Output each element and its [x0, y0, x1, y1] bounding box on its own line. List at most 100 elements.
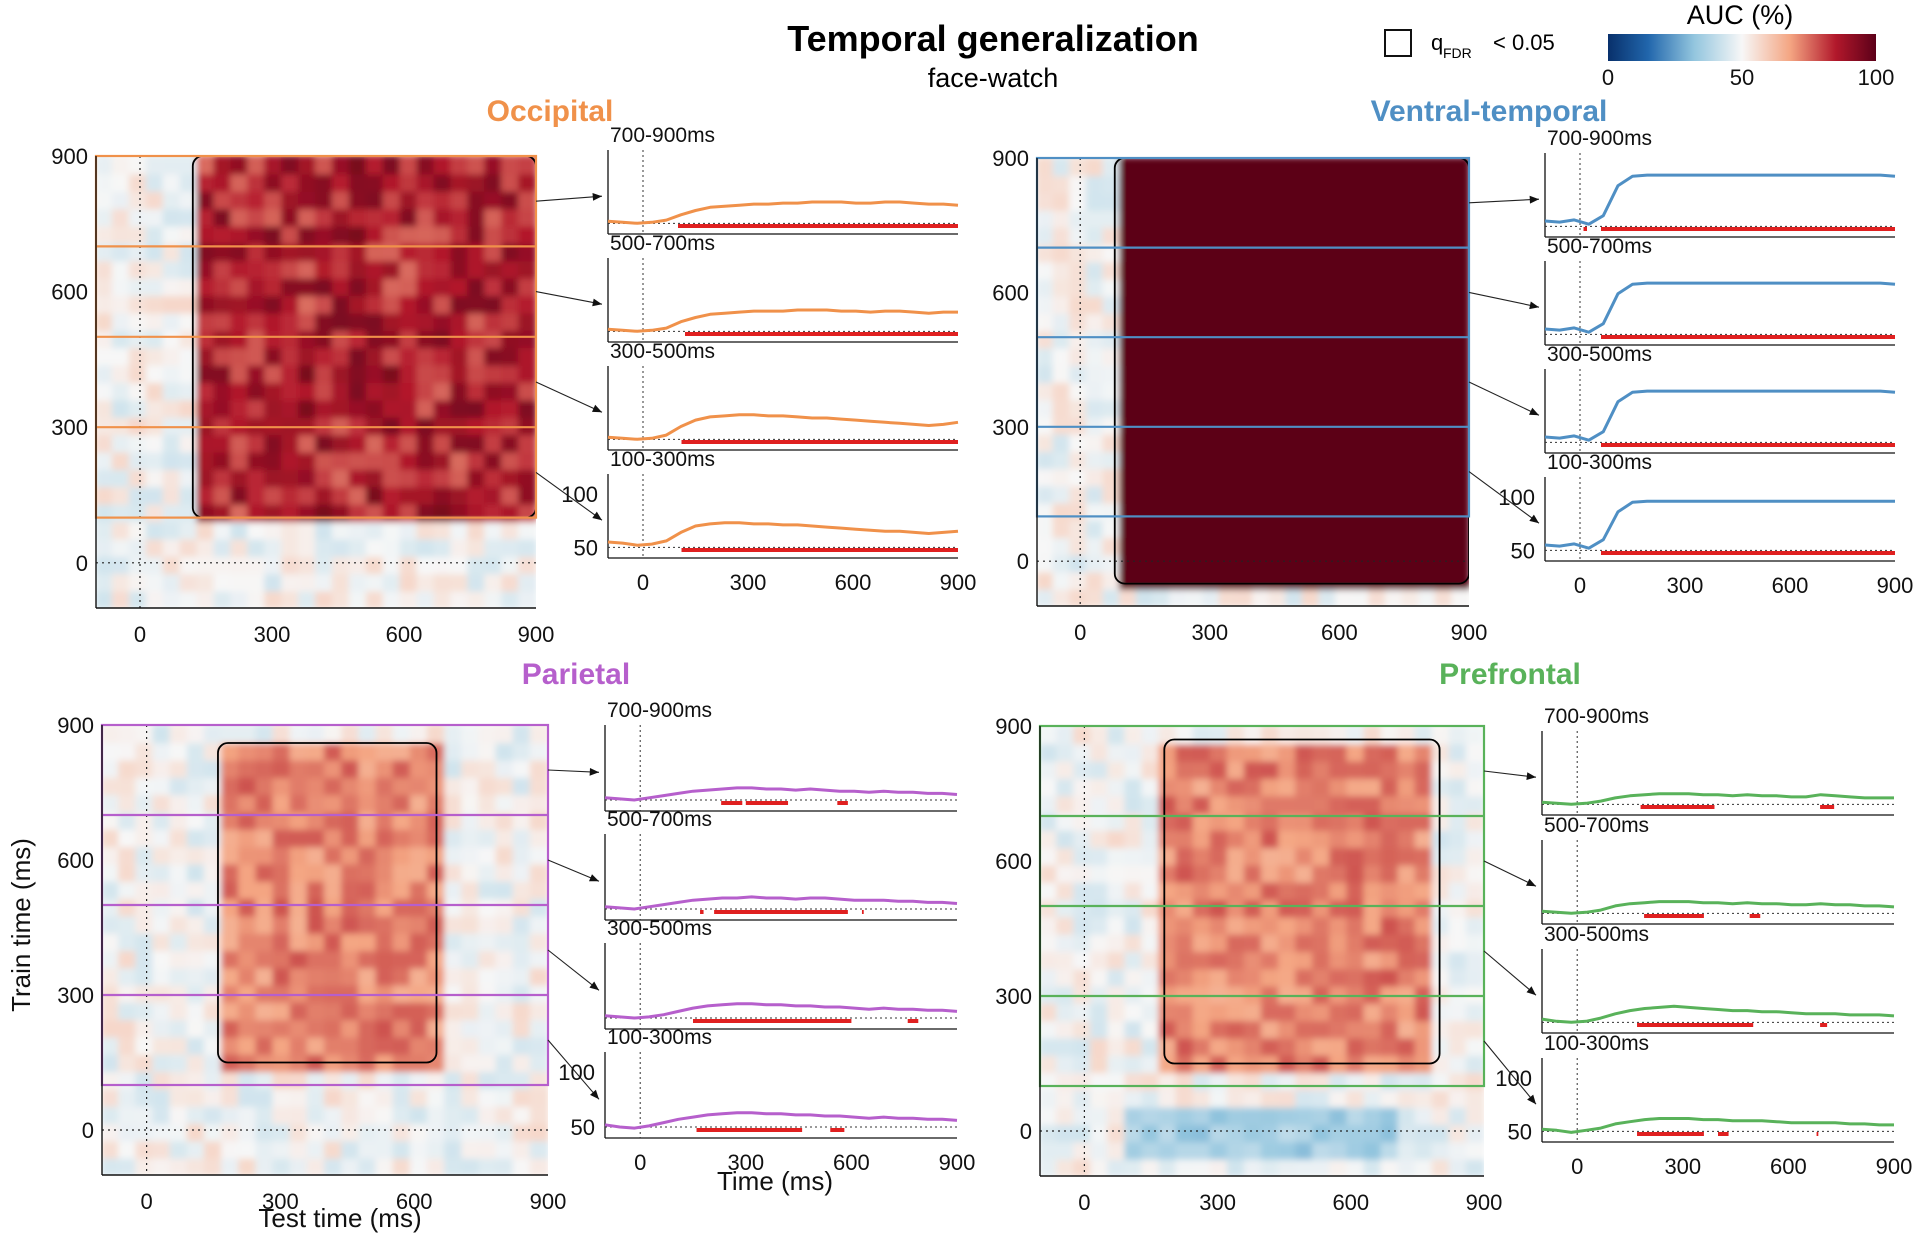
line-x-axis-label: Time (ms) [717, 1166, 833, 1196]
colorbar-title: AUC (%) [1687, 0, 1794, 30]
parietal-heatmap [102, 725, 548, 1175]
occipital-panel: Occipital 0 300 600 900 0 300 600 900 700-900ms 50… [51, 95, 976, 647]
parietal-band-plot: 100-300ms 0 300 600 900 50 100 [547, 1026, 975, 1175]
occipital-line-xtick: 900 [940, 570, 977, 595]
prefrontal-band-label: 300-500ms [1544, 923, 1649, 946]
significance-legend-threshold: < 0.05 [1493, 30, 1555, 55]
colorbar-tick-100: 100 [1858, 65, 1895, 90]
ventral_temporal-xtick: 0 [1074, 620, 1086, 645]
parietal-arrowhead-icon [589, 981, 599, 991]
prefrontal-auc-curve [1541, 900, 1895, 915]
ventral_temporal-band-arrow [1468, 198, 1540, 204]
parietal-line-xtick: 600 [833, 1150, 870, 1175]
ventral_temporal-arrowhead-icon [1529, 195, 1539, 204]
occipital-line-xtick: 600 [835, 570, 872, 595]
prefrontal-significance-contour [1163, 738, 1441, 1065]
ventral_temporal-auc-curve [1544, 173, 1896, 226]
prefrontal-panel: Prefrontal 0 300 600 900 0 300 600 900 700-900ms 5… [995, 658, 1912, 1215]
prefrontal-line-ytick: 100 [1495, 1066, 1532, 1091]
significance-legend-box-icon [1384, 29, 1412, 57]
prefrontal-ytick: 900 [995, 714, 1032, 739]
occipital-xtick: 900 [518, 622, 555, 647]
occipital-band-label: 700-900ms [610, 124, 715, 147]
parietal-xtick: 300 [262, 1189, 299, 1214]
ventral_temporal-auc-curve [1544, 281, 1896, 334]
ventral_temporal-arrowhead-icon [1529, 301, 1539, 310]
parietal-ytick: 600 [57, 848, 94, 873]
prefrontal-band-arrow [1483, 1040, 1537, 1105]
occipital-xtick: 0 [134, 622, 146, 647]
occipital-arrowhead-icon [592, 404, 602, 413]
occipital-arrowhead-icon [592, 193, 602, 201]
occipital-band-plot: 700-900ms [535, 124, 959, 235]
prefrontal-line-xtick: 300 [1664, 1154, 1701, 1179]
x-axis-label: Test time (ms) [258, 1203, 421, 1233]
parietal-arrowhead-icon [590, 1089, 599, 1100]
ventral_temporal-band-label: 300-500ms [1547, 343, 1652, 366]
occipital-auc-curve [607, 413, 959, 441]
occipital-auc-curve [607, 200, 959, 225]
occipital-band-arrow [535, 195, 603, 202]
ventral_temporal-xtick: 300 [1191, 620, 1228, 645]
occipital-band-plot: 100-300ms 0 300 600 900 50 100 [535, 448, 977, 595]
occipital-xtick: 600 [386, 622, 423, 647]
ventral_temporal-auc-curve [1544, 389, 1896, 442]
parietal-band-plot: 300-500ms [547, 917, 958, 1030]
prefrontal-arrowhead-icon [1526, 772, 1536, 780]
occipital-line-ytick: 100 [561, 482, 598, 507]
prefrontal-band-plot: 300-500ms [1483, 923, 1895, 1034]
prefrontal-line-xtick: 900 [1876, 1154, 1913, 1179]
ventral_temporal-band-arrow [1468, 471, 1540, 524]
parietal-band-label: 100-300ms [607, 1026, 712, 1049]
prefrontal-auc-curve [1541, 1004, 1895, 1024]
occipital-line-xtick: 0 [637, 570, 649, 595]
ventral_temporal-line-xtick: 600 [1772, 573, 1809, 598]
ventral_temporal-arrowhead-icon [1529, 514, 1539, 524]
panels: Occipital 0 300 600 900 0 300 600 900 700-900ms 50… [51, 95, 1913, 1215]
prefrontal-band-plot: 500-700ms [1483, 814, 1895, 925]
parietal-arrowhead-icon [589, 874, 599, 882]
ventral_temporal-panel: Ventral-temporal 0 300 600 900 0 300 600 900 700-… [992, 95, 1913, 645]
prefrontal-band-label: 700-900ms [1544, 705, 1649, 728]
ventral_temporal-band-plot: 500-700ms [1468, 235, 1896, 346]
ventral_temporal-significance-contour [1113, 158, 1469, 585]
occipital-ytick: 0 [76, 551, 88, 576]
ventral_temporal-band-plot: 300-500ms [1468, 343, 1896, 454]
parietal-band-plot: 500-700ms [547, 808, 958, 921]
parietal-xtick: 600 [396, 1189, 433, 1214]
prefrontal-xtick: 600 [1332, 1190, 1369, 1215]
ventral_temporal-line-ytick: 100 [1498, 485, 1535, 510]
occipital-band-plot: 300-500ms [535, 340, 959, 451]
ventral_temporal-band-plot: 100-300ms 0 300 600 900 50 100 [1468, 451, 1913, 598]
significance-legend-subscript: FDR [1443, 45, 1472, 61]
ventral_temporal-band-label: 100-300ms [1547, 451, 1652, 474]
prefrontal-band-arrow [1483, 860, 1537, 887]
prefrontal-title: Prefrontal [1439, 658, 1581, 691]
parietal-arrowhead-icon [589, 768, 599, 776]
ventral_temporal-title: Ventral-temporal [1371, 95, 1608, 128]
colorbar-tick-0: 0 [1602, 65, 1614, 90]
prefrontal-band-label: 100-300ms [1544, 1032, 1649, 1055]
parietal-band-arrow [547, 949, 600, 991]
parietal-auc-curve [604, 786, 958, 802]
occipital-ytick: 900 [51, 144, 88, 169]
ventral_temporal-arrowhead-icon [1529, 407, 1539, 416]
occipital-auc-curve [607, 308, 958, 333]
parietal-line-ytick: 50 [571, 1115, 595, 1140]
occipital-heatmap [96, 156, 536, 608]
ventral_temporal-ytick: 0 [1017, 549, 1029, 574]
prefrontal-band-arrow [1483, 950, 1537, 996]
prefrontal-xtick: 0 [1078, 1190, 1090, 1215]
occipital-band-arrow [535, 381, 603, 413]
parietal-band-label: 700-900ms [607, 699, 712, 722]
parietal-ytick: 0 [82, 1118, 94, 1143]
ventral_temporal-xtick: 600 [1321, 620, 1358, 645]
prefrontal-ytick: 600 [995, 849, 1032, 874]
parietal-ytick: 900 [57, 713, 94, 738]
prefrontal-line-ytick: 50 [1508, 1119, 1532, 1144]
parietal-auc-curve [604, 895, 958, 911]
prefrontal-xtick: 900 [1466, 1190, 1503, 1215]
prefrontal-band-label: 500-700ms [1544, 814, 1649, 837]
occipital-band-plot: 500-700ms [535, 232, 958, 343]
parietal-line-xtick: 300 [727, 1150, 764, 1175]
